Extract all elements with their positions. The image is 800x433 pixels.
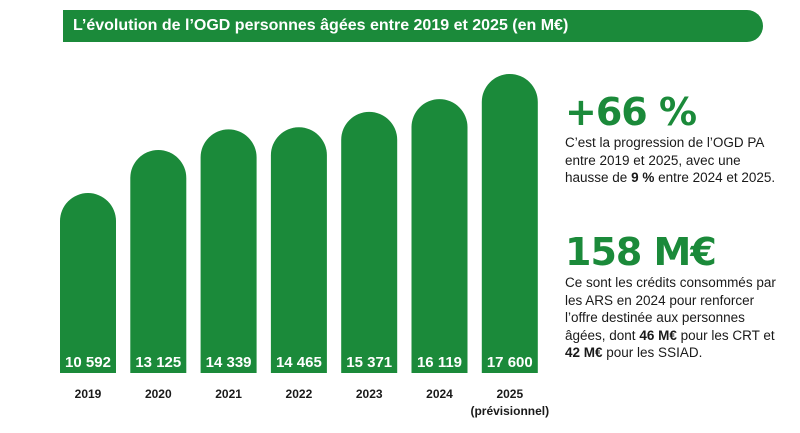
bar-2020: [130, 150, 187, 373]
stat-credits-figure: 158 M€: [565, 230, 717, 274]
bar-value-label: 16 119: [417, 354, 462, 371]
stat-progression-text: C’est la progression de l’OGD PA entre 2…: [565, 135, 776, 185]
bar-2021: [200, 129, 257, 373]
x-tick-label: 2025: [496, 387, 523, 401]
bar-value-label: 14 465: [276, 354, 322, 371]
stat-progression-figure: +66 %: [565, 90, 697, 134]
x-tick-label: 2023: [356, 387, 383, 401]
stat-credits-crt-amount: 46 M€: [639, 327, 677, 343]
x-tick-label: 2020: [145, 387, 172, 401]
bar-2023: [341, 111, 398, 374]
x-tick-label: 2024: [426, 387, 453, 401]
stat-progression: +66 % C’est la progression de l’OGD PA e…: [565, 92, 785, 187]
x-tick-label: 2021: [215, 387, 242, 401]
stat-progression-highlight: 9 %: [631, 170, 655, 185]
bar-2024: [411, 99, 468, 374]
bar-chart: 10 592 2019 13 125 2020 14 339 2021 14 465 2022…: [60, 74, 549, 418]
x-tick-note: (prévisionnel): [470, 404, 549, 418]
bar-2022: [270, 127, 327, 374]
bar-value-label: 17 600: [487, 354, 533, 371]
bar-value-label: 14 339: [206, 354, 252, 371]
x-tick-label: 2019: [75, 387, 102, 401]
bar-2019: [60, 193, 117, 373]
stat-credits: 158 M€ Ce sont les crédits consommés par…: [565, 232, 785, 362]
x-tick-label: 2022: [286, 387, 313, 401]
chart-title: L’évolution de l’OGD personnes âgées ent…: [63, 10, 763, 42]
stat-credits-ssiad-amount: 42 M€: [565, 345, 603, 360]
bar-value-label: 15 371: [346, 354, 392, 371]
bar-value-label: 13 125: [135, 354, 181, 371]
stat-credits-text: Ce sont les crédits consommés par les AR…: [565, 275, 776, 360]
bar-2025: [481, 74, 538, 374]
bar-value-label: 10 592: [65, 354, 111, 371]
